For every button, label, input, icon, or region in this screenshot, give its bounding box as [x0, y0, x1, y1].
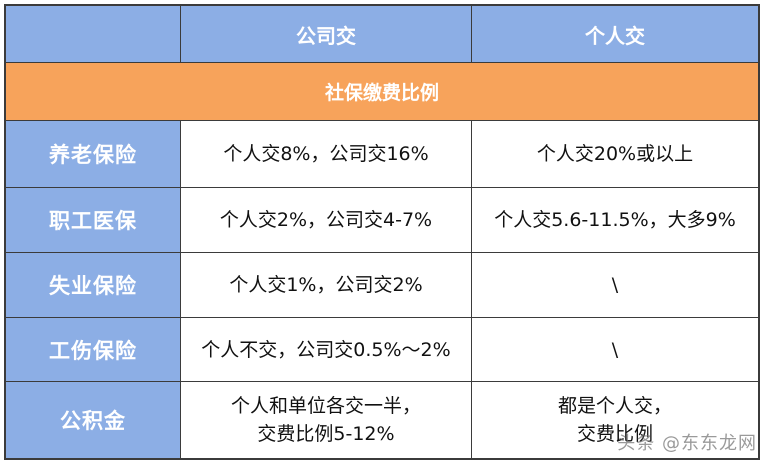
personal-value-line: 交费比例 [576, 423, 653, 445]
social-insurance-table: 公司交 个人交 社保缴费比例 养老保险 个人交8%，公司交16% 个人交20%或… [4, 4, 760, 460]
company-value: 个人不交，公司交0.5%～2% [181, 318, 472, 381]
table-row: 养老保险 个人交8%，公司交16% 个人交20%或以上 [6, 120, 758, 187]
table-band-row: 社保缴费比例 [6, 62, 758, 120]
personal-value: 都是个人交， 交费比例 [472, 382, 758, 458]
personal-value: \ [472, 253, 758, 317]
header-company-cell: 公司交 [181, 6, 472, 62]
header-personal-cell: 个人交 [472, 6, 758, 62]
header-corner-cell [6, 6, 181, 62]
company-value: 个人和单位各交一半， 交费比例5-12% [181, 382, 472, 458]
personal-value: 个人交20%或以上 [472, 121, 758, 187]
row-label: 工伤保险 [6, 318, 181, 381]
table-header-row: 公司交 个人交 [6, 6, 758, 62]
company-value: 个人交1%，公司交2% [181, 253, 472, 317]
company-value: 个人交8%，公司交16% [181, 121, 472, 187]
row-label: 养老保险 [6, 121, 181, 187]
band-title: 社保缴费比例 [6, 63, 758, 120]
company-value-line: 个人和单位各交一半， [230, 395, 421, 417]
table-row: 公积金 个人和单位各交一半， 交费比例5-12% 都是个人交， 交费比例 [6, 381, 758, 458]
row-label: 失业保险 [6, 253, 181, 317]
table-row: 失业保险 个人交1%，公司交2% \ [6, 252, 758, 317]
row-label: 职工医保 [6, 188, 181, 252]
personal-value: 个人交5.6-11.5%，大多9% [472, 188, 758, 252]
company-value: 个人交2%，公司交4-7% [181, 188, 472, 252]
table-row: 职工医保 个人交2%，公司交4-7% 个人交5.6-11.5%，大多9% [6, 187, 758, 252]
company-value-line: 交费比例5-12% [257, 423, 395, 445]
table-row: 工伤保险 个人不交，公司交0.5%～2% \ [6, 317, 758, 381]
personal-value: \ [472, 318, 758, 381]
personal-value-line: 都是个人交， [557, 395, 672, 417]
row-label: 公积金 [6, 382, 181, 458]
